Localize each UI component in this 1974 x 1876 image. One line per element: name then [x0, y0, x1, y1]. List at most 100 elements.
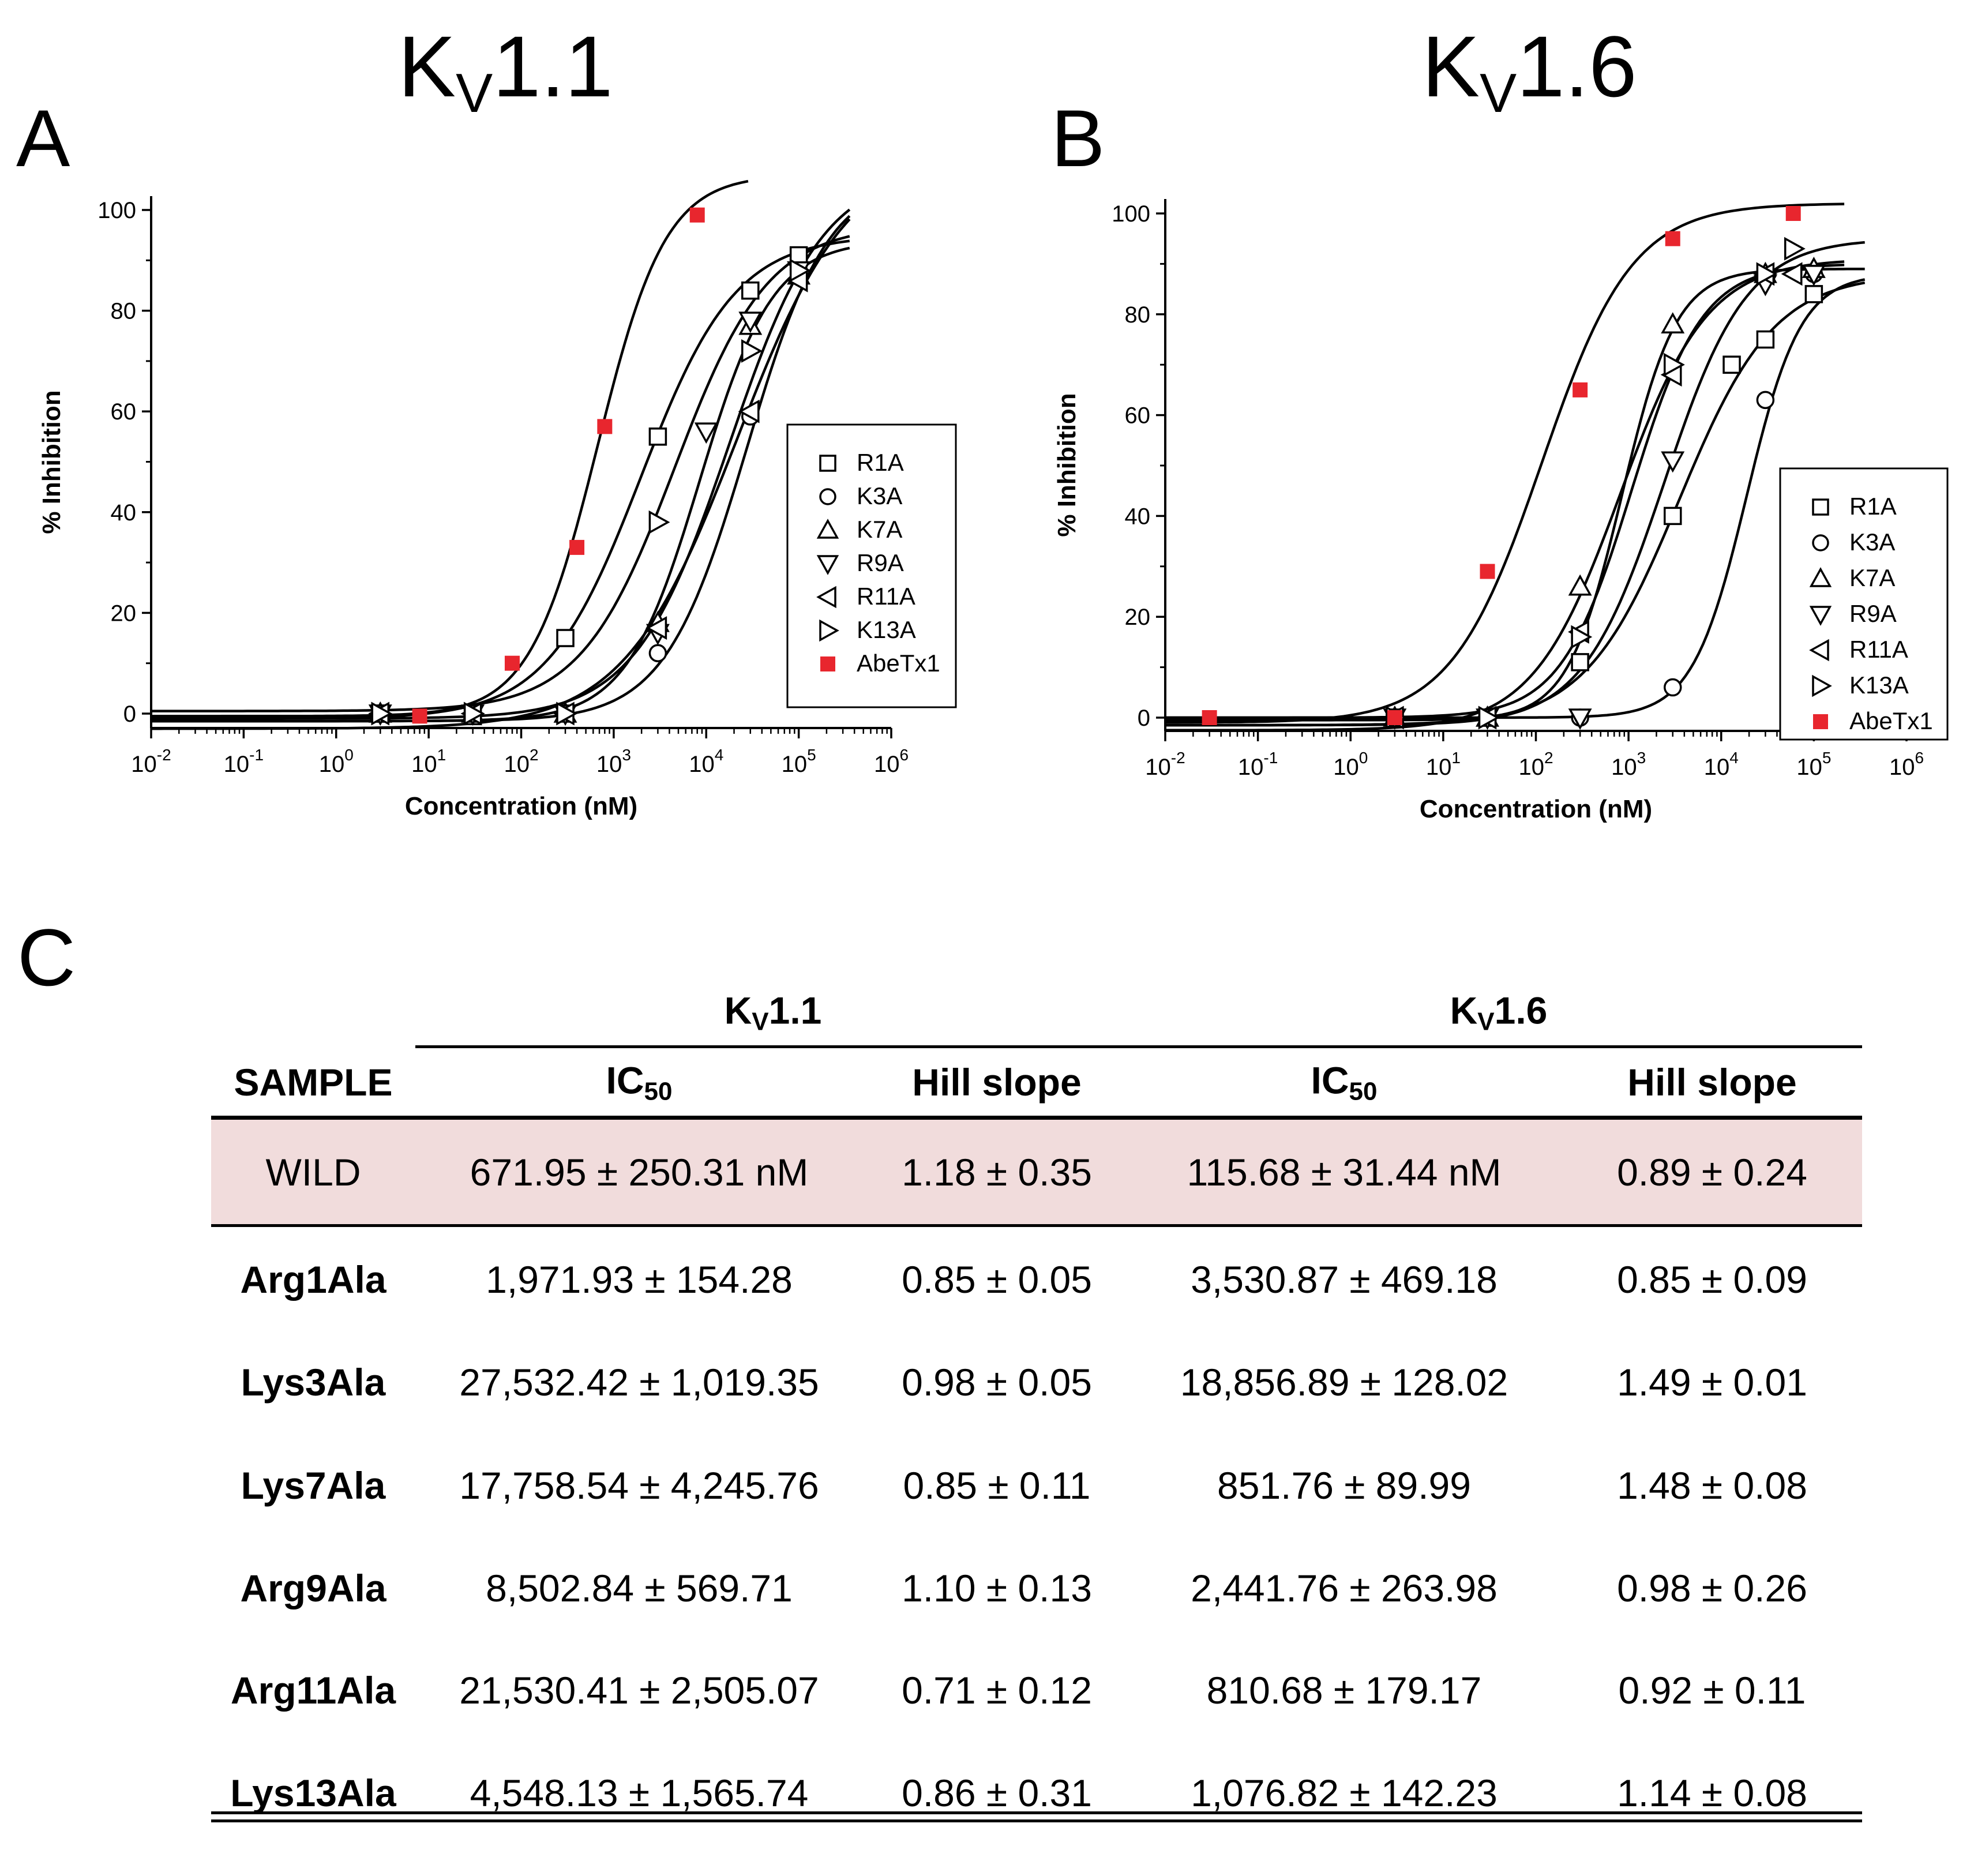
- x-tick-label: 103: [596, 746, 631, 777]
- legend-marker-abetx1: [1813, 714, 1828, 729]
- legend-label-k3a: K3A: [857, 482, 902, 509]
- table-cell-kv16-ic50: 2,441.76 ± 263.98: [1191, 1567, 1498, 1609]
- data-point-r11a: [738, 399, 760, 423]
- data-point-abetx1: [504, 655, 520, 671]
- table-cell-kv16-hill: 0.92 ± 0.11: [1618, 1669, 1806, 1712]
- data-point-k13a: [1756, 262, 1778, 286]
- data-point-r9a: [738, 312, 763, 333]
- data-point-r9a: [1661, 451, 1685, 473]
- table-cell-kv16-hill: 0.98 ± 0.26: [1617, 1567, 1807, 1609]
- legend-marker-k13a: [819, 619, 839, 642]
- x-tick-label: 101: [1426, 749, 1461, 780]
- data-point-r11a: [1781, 262, 1803, 286]
- data-point-abetx1: [1785, 206, 1801, 221]
- data-point-k13a: [1478, 706, 1500, 730]
- legend-label-r9a: R9A: [857, 549, 904, 576]
- legend-label-r11a: R11A: [1849, 636, 1908, 663]
- table-cell-kv16-ic50: 810.68 ± 179.17: [1206, 1669, 1482, 1712]
- bottom-rule-2: [211, 1819, 1862, 1822]
- table-cell-kv11-ic50: 17,758.54 ± 4,245.76: [459, 1464, 819, 1507]
- data-point-r1a: [1804, 285, 1823, 303]
- table-cell-kv11-ic50: 1,971.93 ± 154.28: [486, 1258, 793, 1301]
- fit-curve-k13a: [151, 235, 850, 712]
- x-tick-label: 100: [319, 746, 354, 777]
- data-point-k13a: [741, 339, 763, 363]
- table-cell-sample: WILD: [265, 1151, 361, 1194]
- data-point-k13a: [371, 701, 393, 726]
- x-tick-label: 105: [782, 746, 816, 777]
- legend-label-abetx1: AbeTx1: [1849, 707, 1933, 734]
- y-tick-label: 40: [1125, 504, 1151, 529]
- data-point-r1a: [741, 281, 760, 300]
- table-cell-kv11-hill: 0.86 ± 0.31: [902, 1772, 1092, 1814]
- y-tick-label: 40: [111, 500, 137, 526]
- table-cell-kv11-ic50: 4,548.13 ± 1,565.74: [470, 1772, 809, 1814]
- x-tick-label: 102: [1518, 749, 1553, 780]
- table-cell-kv11-hill: 0.98 ± 0.05: [902, 1361, 1092, 1404]
- fit-curve-k13a: [1165, 264, 1845, 719]
- table-cell-kv11-hill: 0.85 ± 0.05: [902, 1258, 1092, 1301]
- y-tick-label: 80: [1125, 302, 1151, 328]
- panel-a-letter: A: [16, 93, 70, 183]
- x-tick-label: 100: [1333, 749, 1368, 780]
- y-tick-label: 60: [111, 399, 137, 425]
- data-point-k13a: [556, 701, 578, 726]
- data-point-abetx1: [1573, 382, 1588, 397]
- data-point-r11a: [646, 616, 667, 640]
- table-cell-kv16-hill: 0.85 ± 0.09: [1617, 1258, 1807, 1301]
- legend-box: [1779, 467, 1949, 741]
- header-rule: [211, 1116, 1862, 1120]
- header-kv11-ic50: IC50: [606, 1059, 673, 1106]
- legend-label-r1a: R1A: [857, 449, 904, 476]
- table-cell-kv11-ic50: 27,532.42 ± 1,019.35: [459, 1361, 819, 1404]
- legend-marker-k3a: [819, 488, 836, 505]
- y-tick-label: 100: [1112, 201, 1150, 227]
- data-point-r9a: [1568, 708, 1592, 730]
- panel-b-letter: B: [1051, 93, 1105, 183]
- x-tick-label: 104: [689, 746, 723, 777]
- x-axis-label: Concentration (nM): [1420, 795, 1652, 823]
- header-sample: SAMPLE: [234, 1061, 393, 1104]
- data-point-k13a: [1664, 352, 1685, 377]
- data-point-k7a: [1661, 312, 1685, 334]
- y-axis-label: % Inhibition: [1053, 393, 1081, 536]
- legend-marker-r9a: [1809, 606, 1832, 626]
- legend-label-k13a: K13A: [857, 616, 916, 643]
- table-cell-kv11-hill: 0.85 ± 0.11: [903, 1464, 1091, 1507]
- chart-a-kv11: 0 20 40 60 80 100 10-2 10-1 100 101 102 103 104 105 10…: [37, 179, 957, 820]
- y-tick-label: 100: [97, 198, 136, 223]
- panel-c-letter: C: [17, 912, 76, 1003]
- group-header-kv16: KV1.6: [1450, 989, 1548, 1036]
- table-cell-kv16-ic50: 115.68 ± 31.44 nM: [1187, 1151, 1502, 1194]
- legend-marker-r11a: [816, 586, 836, 609]
- legend-label-r11a: R11A: [857, 583, 915, 610]
- legend-label-r9a: R9A: [1849, 600, 1897, 627]
- x-axis-label: Concentration (nM): [405, 792, 637, 820]
- legend-label-k7a: K7A: [1849, 564, 1895, 591]
- data-point-abetx1: [1202, 710, 1217, 725]
- legend-box: [786, 423, 957, 708]
- fit-curve-r1a: [1165, 281, 1866, 727]
- data-point-r1a: [648, 427, 667, 446]
- legend-label-k13a: K13A: [1849, 671, 1909, 699]
- data-point-r1a: [1756, 330, 1775, 349]
- table-cell-kv11-hill: 0.71 ± 0.12: [902, 1669, 1092, 1712]
- y-tick-label: 20: [111, 601, 137, 626]
- group-header-rule: [415, 1045, 1862, 1048]
- table-cell-kv16-hill: 1.48 ± 0.08: [1617, 1464, 1807, 1507]
- table-cell-sample: Lys3Ala: [241, 1361, 386, 1404]
- legend-marker-k13a: [1812, 674, 1832, 697]
- data-point-k7a: [1568, 574, 1592, 596]
- table-cell-kv16-ic50: 3,530.87 ± 469.18: [1191, 1258, 1498, 1301]
- data-point-r9a: [1802, 265, 1826, 286]
- group-header-kv11: KV1.1: [724, 989, 822, 1036]
- data-point-k13a: [463, 701, 485, 726]
- legend-marker-r1a: [1812, 498, 1829, 516]
- y-tick-label: 60: [1125, 403, 1151, 429]
- table-cell-kv11-ic50: 21,530.41 ± 2,505.07: [459, 1669, 819, 1712]
- panel-b-title: KV1.6: [1422, 18, 1637, 124]
- legend-marker-k7a: [1809, 567, 1832, 587]
- data-point-k3a: [648, 644, 667, 662]
- x-tick-label: 10-1: [224, 746, 264, 777]
- legend-marker-k7a: [816, 519, 839, 539]
